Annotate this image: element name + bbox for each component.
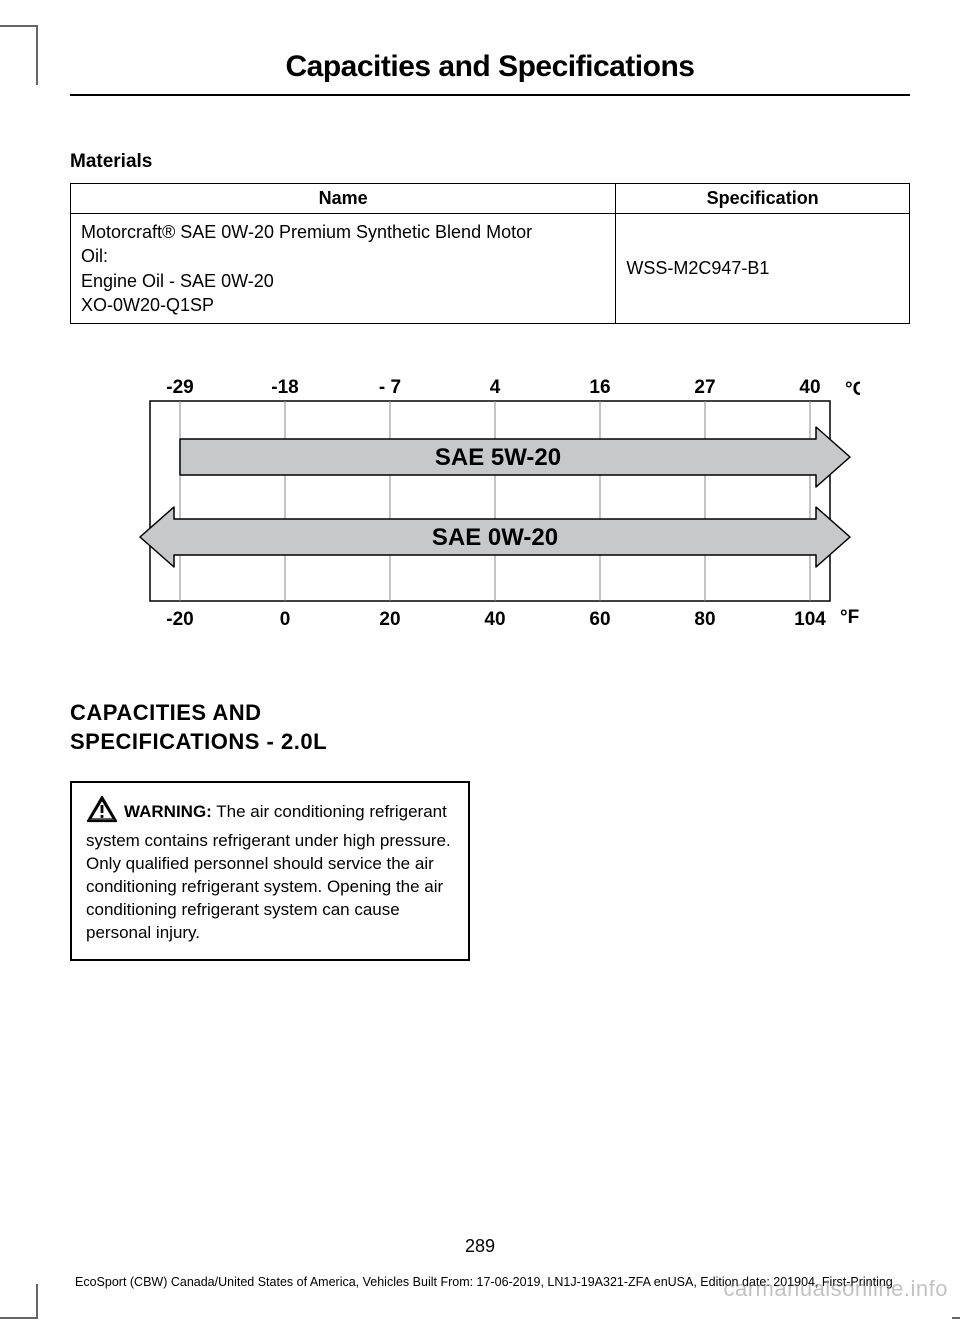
title-rule xyxy=(70,94,910,96)
warning-box: WARNING: The air conditioning refrigeran… xyxy=(70,781,470,961)
col-spec: Specification xyxy=(616,184,910,214)
section-2-title: CAPACITIES AND SPECIFICATIONS - 2.0L xyxy=(70,699,910,756)
materials-table: Name Specification Motorcraft® SAE 0W-20… xyxy=(70,183,910,324)
svg-text:16: 16 xyxy=(589,377,610,398)
crop-mark-bl xyxy=(0,1284,38,1319)
svg-text:- 7: - 7 xyxy=(379,377,401,398)
warning-label: WARNING: xyxy=(124,802,212,821)
svg-text:0: 0 xyxy=(280,609,291,630)
section-2-line2: SPECIFICATIONS - 2.0L xyxy=(70,729,327,754)
crop-mark-br xyxy=(952,1284,960,1319)
warning-icon xyxy=(86,795,118,830)
warning-text: The air conditioning refrigerant system … xyxy=(86,802,451,942)
page-content: Capacities and Specifications Materials … xyxy=(70,50,910,961)
section-2-line1: CAPACITIES AND xyxy=(70,700,262,725)
svg-text:60: 60 xyxy=(589,609,610,630)
svg-text:4: 4 xyxy=(490,377,501,398)
svg-text:SAE 0W-20: SAE 0W-20 xyxy=(432,524,558,551)
page-title: Capacities and Specifications xyxy=(70,50,910,84)
page-number: 289 xyxy=(0,1236,960,1257)
svg-text:-20: -20 xyxy=(166,609,193,630)
svg-text:104: 104 xyxy=(794,609,826,630)
svg-text:40: 40 xyxy=(484,609,505,630)
svg-text:27: 27 xyxy=(694,377,715,398)
svg-text:°C: °C xyxy=(845,379,860,400)
svg-text:SAE 5W-20: SAE 5W-20 xyxy=(435,444,561,471)
svg-text:°F: °F xyxy=(840,607,859,628)
svg-text:80: 80 xyxy=(694,609,715,630)
materials-heading: Materials xyxy=(70,151,910,173)
svg-text:-18: -18 xyxy=(271,377,298,398)
svg-text:40: 40 xyxy=(799,377,820,398)
crop-mark-tl xyxy=(0,25,38,85)
col-name: Name xyxy=(71,184,616,214)
watermark: carmanualsonline.info xyxy=(723,1276,948,1302)
table-cell-spec: WSS-M2C947-B1 xyxy=(616,214,910,324)
oil-temp-chart-svg: -29 -18 - 7 4 16 27 40 °C -20 0 20 40 60 80 104 °F SAE 5… xyxy=(120,369,860,639)
svg-text:-29: -29 xyxy=(166,377,193,398)
oil-temp-chart: -29 -18 - 7 4 16 27 40 °C -20 0 20 40 60 80 104 °F SAE 5… xyxy=(120,369,860,639)
svg-text:20: 20 xyxy=(379,609,400,630)
table-cell-name: Motorcraft® SAE 0W-20 Premium Synthetic … xyxy=(71,214,616,324)
